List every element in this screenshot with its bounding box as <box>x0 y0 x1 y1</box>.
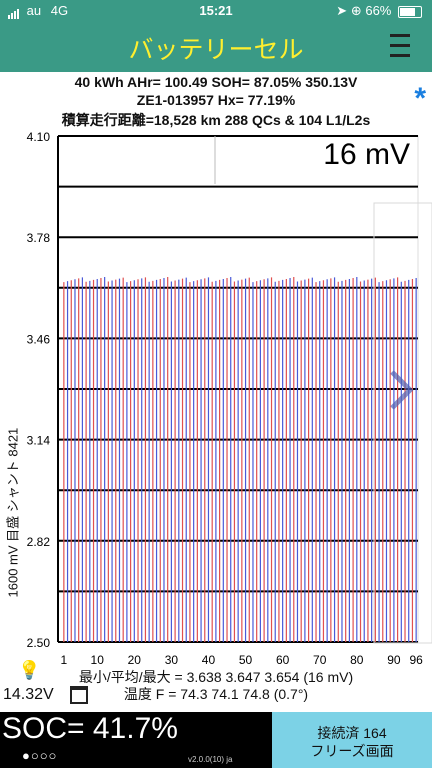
soc-value: SOC= 41.7% <box>2 712 178 745</box>
app-header: バッテリーセル <box>0 22 432 72</box>
x-tick-label: 70 <box>313 653 327 667</box>
temperature: 温度 F = 74.3 74.1 74.8 (0.7°) <box>123 686 309 702</box>
status-right: ➤ ⊕ 66% <box>336 3 422 19</box>
app-version: v2.0.0(10) ja <box>188 755 233 764</box>
lightbulb-icon[interactable]: 💡 <box>18 660 41 680</box>
calendar-icon[interactable] <box>70 686 88 704</box>
battery-percent: 66% <box>365 3 392 18</box>
battery-icon <box>398 5 422 18</box>
x-tick-label: 10 <box>91 653 105 667</box>
asterisk-icon[interactable]: * <box>414 82 426 115</box>
battery-info: 40 kWh AHr= 100.49 SOH= 87.05% 350.13V Z… <box>0 72 432 128</box>
status-bar: au 4G 15:21 ➤ ⊕ 66% <box>0 0 432 22</box>
orientation-lock-icon: ⊕ <box>350 3 362 18</box>
carrier-label: au <box>26 3 42 18</box>
aux-battery-voltage: 14.32V <box>3 686 54 703</box>
info-line-odometer: 積算走行距離=18,528 km 288 QCs & 104 L1/L2s <box>61 112 371 128</box>
location-icon: ➤ <box>336 3 348 18</box>
status-time: 15:21 <box>199 3 233 18</box>
network-label: 4G <box>50 3 69 18</box>
info-line-vin: ZE1-013957 Hx= 77.19% <box>136 92 296 108</box>
y-tick-label: 4.10 <box>27 130 51 144</box>
bottom-bar: SOC= 41.7% ●○○○ v2.0.0(10) ja 接続済 164 フリ… <box>0 712 432 768</box>
scale-label: 16 mV <box>323 138 410 171</box>
page-title: バッテリーセル <box>128 35 304 64</box>
chevron-right-icon[interactable] <box>390 370 414 410</box>
page-dots[interactable]: ●○○○ <box>22 748 58 763</box>
overlay-panel <box>373 202 432 644</box>
x-tick-label: 80 <box>350 653 364 667</box>
soc-panel: SOC= 41.7% ●○○○ v2.0.0(10) ja <box>0 712 272 768</box>
freeze-screen-button[interactable]: 接続済 164 フリーズ画面 <box>272 712 432 768</box>
y-tick-label: 2.82 <box>27 535 51 549</box>
cell-voltage-chart: 4.10 3.78 3.46 3.14 2.82 2.50 1 10 20 30 40 50 60 70 8… <box>0 128 432 688</box>
info-line-capacity: 40 kWh AHr= 100.49 SOH= 87.05% 350.13V <box>74 74 358 90</box>
y-tick-label: 3.14 <box>27 434 51 448</box>
x-tick-label: 90 <box>387 653 401 667</box>
y-tick-label: 3.78 <box>27 231 51 245</box>
hamburger-menu-icon[interactable] <box>390 32 410 60</box>
x-tick-label: 20 <box>128 653 142 667</box>
x-tick-label: 40 <box>202 653 216 667</box>
y-tick-label: 3.46 <box>27 332 51 346</box>
status-left: au 4G <box>8 3 69 20</box>
chart-svg: 4.10 3.78 3.46 3.14 2.82 2.50 1 10 20 30 40 50 60 70 8… <box>27 130 432 667</box>
x-tick-label: 50 <box>239 653 253 667</box>
min-avg-max: 最小/平均/最大 = 3.638 3.647 3.654 (16 mV) <box>78 669 354 685</box>
freeze-label: フリーズ画面 <box>310 743 394 759</box>
y-axis-label: 1600 mV 目盛 シャント 8421 <box>5 427 21 598</box>
x-tick-label: 60 <box>276 653 290 667</box>
connection-status: 接続済 164 <box>317 725 387 741</box>
x-tick-label: 96 <box>409 653 423 667</box>
x-tick-label: 30 <box>165 653 179 667</box>
x-tick-label: 1 <box>61 653 68 667</box>
signal-icon <box>8 4 20 20</box>
y-tick-label: 2.50 <box>27 636 51 650</box>
